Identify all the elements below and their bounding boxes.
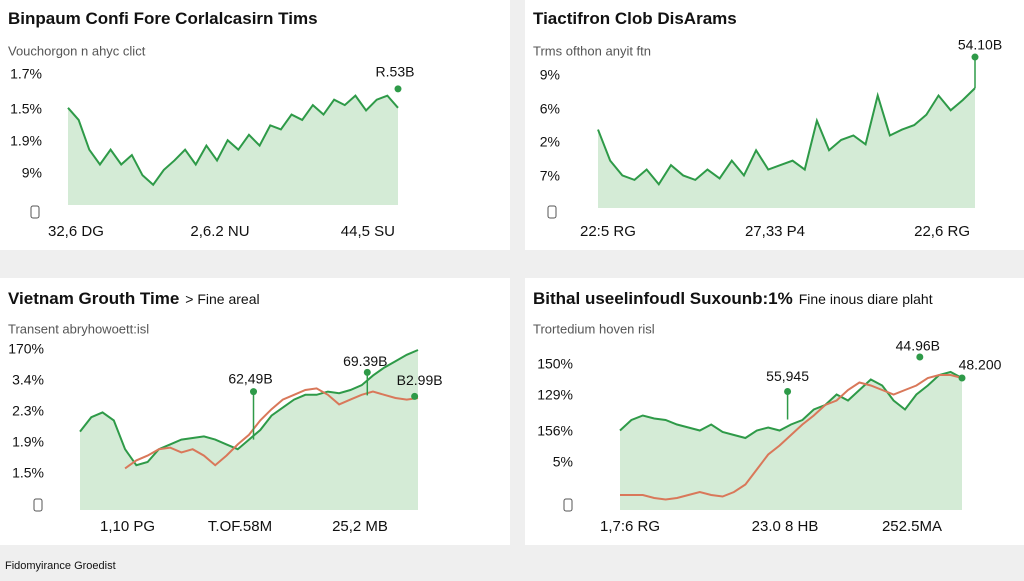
x-tick-label: 2,6.2 NU bbox=[190, 223, 249, 240]
y-tick-label: 7% bbox=[540, 168, 560, 184]
x-tick-label: 1,10 PG bbox=[100, 518, 155, 535]
title-suffix: > Fine areal bbox=[185, 291, 259, 307]
title-text: Bithal useelinfoudl Suxounb:1% bbox=[533, 289, 793, 308]
chart-title: Tiactifron Clob DisArams bbox=[533, 9, 737, 28]
annotation-label: 54.10B bbox=[958, 37, 1002, 53]
subtitle: Vouchorgon n ahyc clict bbox=[8, 43, 146, 58]
y-tick-label: 9% bbox=[22, 165, 42, 181]
annotation-point bbox=[958, 374, 966, 382]
x-tick-label: 252.5MA bbox=[882, 518, 942, 535]
title-text: Vietnam Grouth Time bbox=[8, 289, 179, 308]
y-tick-label: 1.5% bbox=[12, 465, 44, 481]
annotation-point bbox=[250, 388, 258, 396]
card bbox=[0, 0, 510, 250]
y-tick-label: 1.9% bbox=[10, 133, 42, 149]
subtitle: Trms ofthon anyit ftn bbox=[533, 43, 651, 58]
chart-title: Bithal useelinfoudl Suxounb:1% Fine inous… bbox=[533, 289, 933, 308]
series-line bbox=[620, 374, 963, 501]
y-tick-label: 170% bbox=[8, 341, 44, 357]
y-tick-label: 129% bbox=[537, 387, 573, 403]
title-suffix: Fine inous diare plaht bbox=[799, 291, 933, 307]
title-text: Binpaum Confi Fore Corlalcasirn Tims bbox=[8, 9, 318, 28]
y-tick-label: 1.9% bbox=[12, 434, 44, 450]
x-tick-label: 27,33 P4 bbox=[745, 223, 805, 240]
series-line bbox=[79, 349, 419, 467]
annotation-label: 55,945 bbox=[766, 368, 809, 384]
y-tick-label: 5% bbox=[553, 454, 573, 470]
annotation-point bbox=[363, 368, 371, 376]
y-tick-label: 156% bbox=[537, 423, 573, 439]
x-tick-label: 32,6 DG bbox=[48, 223, 104, 240]
series-line bbox=[124, 387, 419, 470]
annotation-label: 44.96B bbox=[896, 338, 940, 354]
annotation-point bbox=[394, 85, 402, 93]
y-tick-label: 150% bbox=[537, 356, 573, 372]
y-tick-label: 3.4% bbox=[12, 372, 44, 388]
subtitle: Trortedium hoven risl bbox=[533, 321, 655, 336]
y-tick-label: 2.3% bbox=[12, 403, 44, 419]
footer: Fidomyirance Groedist bbox=[5, 560, 116, 572]
x-tick-label: 22:5 RG bbox=[580, 223, 636, 240]
area-fill bbox=[598, 88, 975, 208]
annotation-label: 48.200 bbox=[959, 357, 1002, 373]
title-text: Tiactifron Clob DisArams bbox=[533, 9, 737, 28]
annotation-label: B2.99B bbox=[397, 372, 443, 388]
x-tick-label: 23.0 8 HB bbox=[752, 518, 819, 535]
x-tick-label: T.OF.58M bbox=[208, 518, 272, 535]
axis-icon bbox=[30, 205, 40, 219]
y-tick-label: 1.7% bbox=[10, 66, 42, 82]
y-tick-label: 9% bbox=[540, 67, 560, 83]
axis-icon bbox=[547, 205, 557, 219]
series-line bbox=[597, 87, 976, 187]
axis-icon bbox=[563, 498, 573, 512]
subtitle: Transent abryhowoett:isl bbox=[8, 321, 149, 336]
annotation-label: 62,49B bbox=[228, 370, 272, 386]
x-tick-label: 25,2 MB bbox=[332, 518, 388, 535]
annotation-point bbox=[916, 353, 924, 361]
annotation-point bbox=[411, 392, 419, 400]
x-tick-label: 44,5 SU bbox=[341, 223, 395, 240]
annotation-point bbox=[971, 53, 979, 61]
x-tick-label: 1,7:6 RG bbox=[600, 518, 660, 535]
annotation-point bbox=[784, 388, 792, 395]
series-line bbox=[67, 94, 399, 187]
series-line bbox=[619, 370, 963, 440]
chart-title: Binpaum Confi Fore Corlalcasirn Tims bbox=[8, 9, 318, 28]
chart-title: Vietnam Grouth Time > Fine areal bbox=[8, 289, 260, 308]
y-tick-label: 1.5% bbox=[10, 101, 42, 117]
area-fill bbox=[68, 95, 398, 205]
axis-icon bbox=[33, 498, 43, 512]
area-fill bbox=[80, 350, 418, 510]
y-tick-label: 6% bbox=[540, 101, 560, 117]
x-tick-label: 22,6 RG bbox=[914, 223, 970, 240]
annotation-label: 69.39B bbox=[343, 353, 387, 369]
y-tick-label: 2% bbox=[540, 134, 560, 150]
area-fill bbox=[620, 372, 962, 510]
annotation-label: R.53B bbox=[376, 64, 415, 80]
